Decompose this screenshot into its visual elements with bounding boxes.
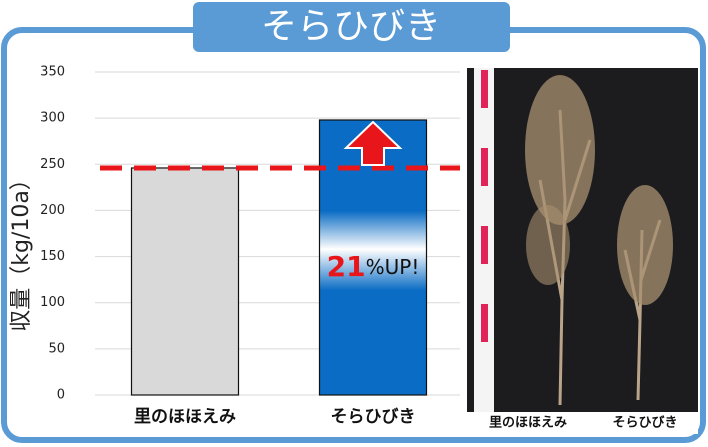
chart: そらひびき 収量（kg/10a） 0 50 100 150 200 250 300 350 里の… bbox=[0, 0, 708, 447]
photo bbox=[467, 68, 698, 412]
photo-label: そらひびき bbox=[612, 416, 677, 431]
photo-label: 里のほほえみ bbox=[489, 416, 567, 431]
x-tick-label: そらひびき bbox=[331, 407, 416, 427]
y-tick-label: 250 bbox=[40, 157, 65, 172]
annotation: 21%UP! bbox=[327, 250, 420, 283]
annotation-text: %UP! bbox=[366, 255, 420, 279]
annotation-highlight: 21 bbox=[327, 250, 366, 283]
y-tick-label: 300 bbox=[40, 111, 65, 126]
y-tick-label: 350 bbox=[40, 65, 65, 80]
y-tick-label: 0 bbox=[57, 388, 65, 403]
y-tick-label: 200 bbox=[40, 203, 65, 218]
y-tick-label: 150 bbox=[40, 249, 65, 264]
x-tick-label: 里のほほえみ bbox=[134, 407, 236, 427]
y-axis-label: 収量（kg/10a） bbox=[9, 168, 34, 332]
y-tick-label: 50 bbox=[48, 341, 65, 356]
chart-title: そらひびき bbox=[261, 6, 441, 47]
bar bbox=[132, 168, 239, 395]
y-tick-label: 100 bbox=[40, 295, 65, 310]
